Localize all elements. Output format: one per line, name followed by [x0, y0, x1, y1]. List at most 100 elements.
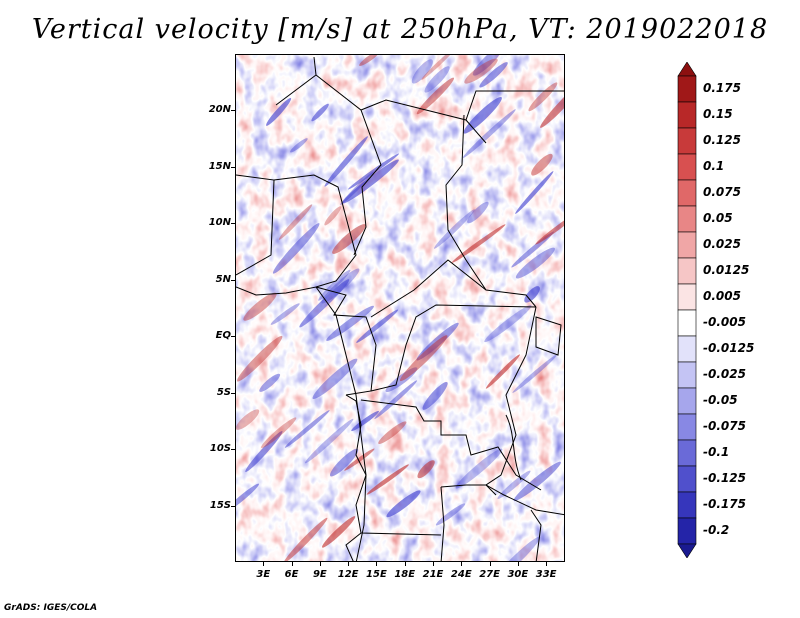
colorbar-swatch [677, 231, 697, 259]
velocity-streak [270, 303, 300, 325]
lon-label: 12E [337, 569, 359, 580]
colorbar-swatch [677, 127, 697, 155]
lat-label: 10N [208, 217, 231, 229]
colorbar-swatch [677, 153, 697, 181]
lon-label: 15E [366, 569, 387, 580]
velocity-streak [259, 373, 281, 392]
velocity-streak [299, 279, 350, 328]
colorbar-top-arrow [677, 62, 697, 77]
lat-label: 15N [208, 160, 231, 172]
colorbar-swatch [677, 491, 697, 519]
velocity-streak [321, 268, 360, 304]
velocity-streak [531, 153, 553, 176]
colorbar-swatch [677, 283, 697, 311]
velocity-streak [374, 380, 418, 420]
colorbar-label: -0.05 [703, 393, 738, 407]
border-drc-south [360, 399, 542, 491]
velocity-streak [351, 410, 379, 432]
colorbar-swatch [677, 335, 697, 363]
colorbar-swatch [677, 179, 697, 207]
velocity-streak [433, 209, 475, 249]
velocity-streak [356, 309, 399, 343]
velocity-streak [451, 224, 506, 263]
velocity-streak [318, 269, 351, 301]
lat-tick [231, 166, 235, 168]
lon-label: 27E [479, 569, 500, 580]
velocity-streak [484, 305, 532, 343]
lon-tick [348, 562, 350, 566]
border-niger-chad [353, 109, 382, 256]
velocity-streak [366, 464, 409, 495]
colorbar-label: -0.005 [703, 315, 746, 329]
border-car [370, 259, 537, 318]
velocity-streak [421, 55, 456, 80]
velocity-streak [515, 247, 555, 279]
velocity-streak [236, 409, 260, 430]
colorbar-swatch [677, 205, 697, 233]
velocity-streak [485, 354, 520, 389]
lon-tick [263, 562, 265, 566]
velocity-streak [272, 223, 320, 274]
lat-tick [231, 279, 235, 281]
velocity-streak [524, 286, 540, 303]
velocity-streak [243, 292, 277, 321]
velocity-streak [513, 461, 561, 502]
colorbar-swatch [677, 387, 697, 415]
lon-label: 30E [507, 569, 529, 580]
border-west [236, 174, 275, 276]
lat-tick [231, 449, 235, 451]
lat-tick [231, 110, 235, 112]
lon-tick [489, 562, 491, 566]
velocity-streak [340, 171, 374, 205]
border-mozambique [530, 509, 542, 561]
lat-label: 15S [209, 499, 231, 511]
lon-tick [546, 562, 548, 566]
colorbar-swatch [677, 75, 697, 103]
grads-credit: GrADS: IGES/COLA [4, 603, 98, 613]
colorbar-label: -0.075 [703, 419, 746, 433]
lon-label: 6E [284, 569, 299, 580]
velocity-streak [535, 209, 564, 245]
velocity-streak [497, 470, 531, 499]
colorbar-label: -0.2 [703, 523, 730, 537]
velocity-streak [424, 66, 450, 93]
velocity-streak [417, 460, 435, 479]
velocity-streak [399, 335, 448, 382]
colorbar-label: -0.025 [703, 367, 746, 381]
colorbar [677, 62, 697, 558]
border-congo [370, 304, 537, 392]
country-borders [236, 56, 564, 561]
colorbar-label: 0.1 [703, 159, 725, 173]
velocity-field [236, 55, 564, 561]
velocity-streak [290, 138, 308, 153]
lon-label: 3E [256, 569, 271, 580]
velocity-streak [455, 448, 503, 489]
lake-victoria [535, 316, 562, 356]
lat-tick [231, 392, 235, 394]
lon-tick [319, 562, 321, 566]
lon-tick [433, 562, 434, 566]
border-namibia [345, 532, 362, 561]
colorbar-label: -0.0125 [703, 341, 755, 355]
colorbar-label: 0.05 [703, 211, 733, 225]
colorbar-swatch [677, 517, 697, 545]
colorbar-label: 0.15 [703, 107, 733, 121]
velocity-streak [515, 171, 554, 214]
lat-tick [231, 336, 235, 338]
velocity-streak [311, 103, 329, 122]
colorbar-bottom-arrow [677, 543, 697, 558]
lat-label: 20N [208, 104, 231, 116]
velocity-streak [472, 55, 503, 76]
velocity-streak [329, 448, 359, 477]
velocity-streak [326, 305, 374, 341]
velocity-streak [305, 418, 354, 464]
lat-label: EQ [215, 330, 231, 342]
lon-label: 24E [450, 569, 472, 580]
lon-label: 21E [422, 569, 444, 580]
velocity-streak [344, 448, 375, 471]
lat-tick [231, 223, 235, 225]
velocity-streak [245, 431, 283, 472]
velocity-streak [278, 204, 313, 240]
lon-tick [404, 562, 406, 566]
border-libya-sudan [465, 90, 564, 121]
